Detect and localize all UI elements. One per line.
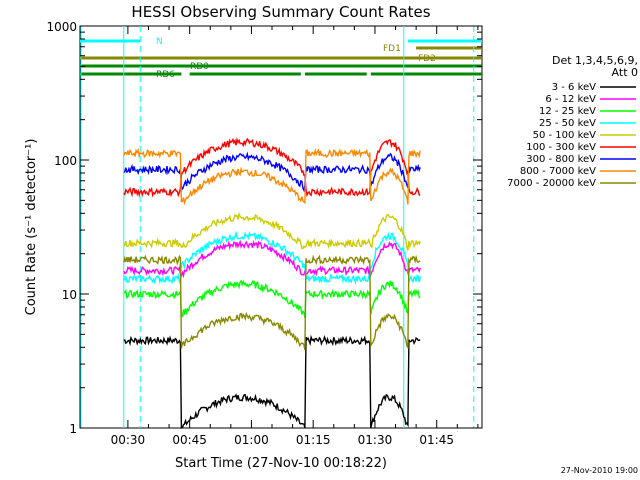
series-line-8 bbox=[123, 254, 421, 351]
chart-title: HESSI Observing Summary Count Rates bbox=[131, 3, 430, 21]
x-tick-label-3: 01:15 bbox=[296, 433, 331, 447]
legend-label-7: 800 - 7000 keV bbox=[520, 166, 596, 177]
legend-label-1: 6 - 12 keV bbox=[545, 94, 596, 105]
legend-label-4: 50 - 100 keV bbox=[533, 130, 597, 141]
x-tick-label-4: 01:30 bbox=[358, 433, 393, 447]
series-line-3 bbox=[123, 230, 421, 285]
flags-layer: N FD1 FD2 RD0 RD6 bbox=[80, 37, 482, 80]
x-tick-label-5: 01:45 bbox=[419, 433, 454, 447]
x-tick-label-2: 01:00 bbox=[234, 433, 269, 447]
flag-label-fd1: FD1 bbox=[383, 44, 401, 54]
legend-label-5: 100 - 300 keV bbox=[526, 142, 596, 153]
series-line-1 bbox=[123, 239, 421, 279]
legend-label-0: 3 - 6 keV bbox=[552, 82, 596, 93]
y-tick-label-1: 10 bbox=[62, 288, 77, 302]
flag-label-fd2: FD2 bbox=[418, 54, 436, 64]
series-layer bbox=[123, 136, 421, 429]
plot-frame bbox=[79, 25, 483, 429]
flag-label-rd0: RD0 bbox=[190, 62, 209, 72]
x-tick-label-0: 00:30 bbox=[111, 433, 146, 447]
flag-label-n: N bbox=[156, 37, 163, 47]
y-tick-label-3: 1000 bbox=[46, 20, 77, 34]
series-line-2 bbox=[123, 279, 421, 319]
legend-label-6: 300 - 800 keV bbox=[526, 154, 596, 165]
series-line-0 bbox=[123, 334, 421, 429]
y-tick-label-0: 1 bbox=[69, 422, 77, 436]
flag-label-rd6: RD6 bbox=[156, 70, 175, 80]
y-axis: 1 10 100 1000 bbox=[46, 20, 482, 436]
series-line-7 bbox=[123, 147, 421, 206]
footer-date: 27-Nov-2010 19:00 bbox=[561, 466, 638, 475]
legend-title-line2: Att 0 bbox=[612, 66, 638, 79]
y-axis-label: Count Rate (s⁻¹ detector⁻¹) bbox=[24, 139, 39, 316]
legend-title-line1: Det 1,3,4,5,6,9, bbox=[552, 54, 638, 67]
x-tick-label-1: 00:45 bbox=[172, 433, 207, 447]
legend-label-3: 25 - 50 keV bbox=[539, 118, 596, 129]
series-line-4 bbox=[123, 211, 421, 251]
legend-label-8: 7000 - 20000 keV bbox=[507, 178, 596, 189]
legend-label-2: 12 - 25 keV bbox=[539, 106, 596, 117]
x-axis-label: Start Time (27-Nov-10 00:18:22) bbox=[175, 456, 387, 471]
y-tick-label-2: 100 bbox=[54, 154, 77, 168]
saa-boundaries bbox=[80, 26, 475, 428]
x-axis: 00:30 00:45 01:00 01:15 01:30 01:45 bbox=[111, 26, 479, 447]
